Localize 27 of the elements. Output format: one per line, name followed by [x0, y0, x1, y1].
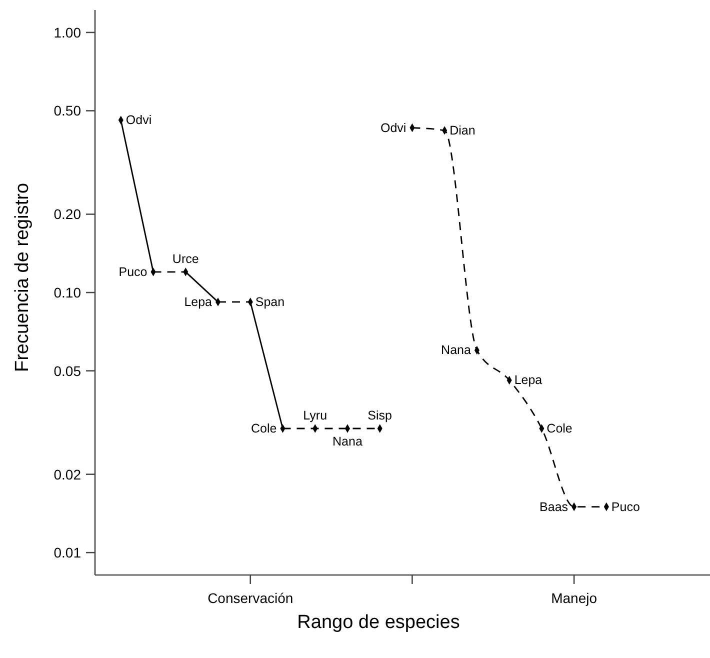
data-label: Lepa: [514, 373, 542, 388]
x-axis-title: Rango de especies: [297, 612, 460, 633]
y-axis-title: Frecuencia de registro: [12, 182, 33, 372]
data-label: Span: [255, 294, 285, 309]
y-tick-label: 0.01: [54, 544, 82, 561]
data-label: Baas: [540, 500, 568, 514]
data-label: Sisp: [368, 408, 392, 423]
y-tick-label: 0.02: [54, 466, 82, 482]
data-label: Puco: [118, 264, 148, 279]
data-label: Urce: [172, 252, 199, 266]
data-label: Odvi: [380, 120, 406, 135]
data-label: Lepa: [184, 294, 212, 309]
data-label: Nana: [332, 434, 362, 449]
y-tick-label: 1.00: [54, 24, 82, 40]
data-label: Nana: [441, 343, 471, 358]
data-label: Odvi: [126, 113, 152, 128]
y-tick-label: 0.05: [54, 362, 82, 379]
data-label: Puco: [611, 500, 640, 514]
y-tick-label: 0.10: [54, 284, 82, 301]
x-tick-label: Manejo: [551, 590, 598, 606]
data-label: Dian: [450, 123, 476, 138]
y-tick-label: 0.50: [54, 102, 82, 119]
data-label: Lyru: [303, 408, 328, 423]
x-tick-label: Conservación: [208, 590, 294, 606]
data-label: Cole: [251, 422, 277, 436]
data-label: Cole: [546, 422, 572, 436]
y-tick-label: 0.20: [54, 206, 82, 222]
